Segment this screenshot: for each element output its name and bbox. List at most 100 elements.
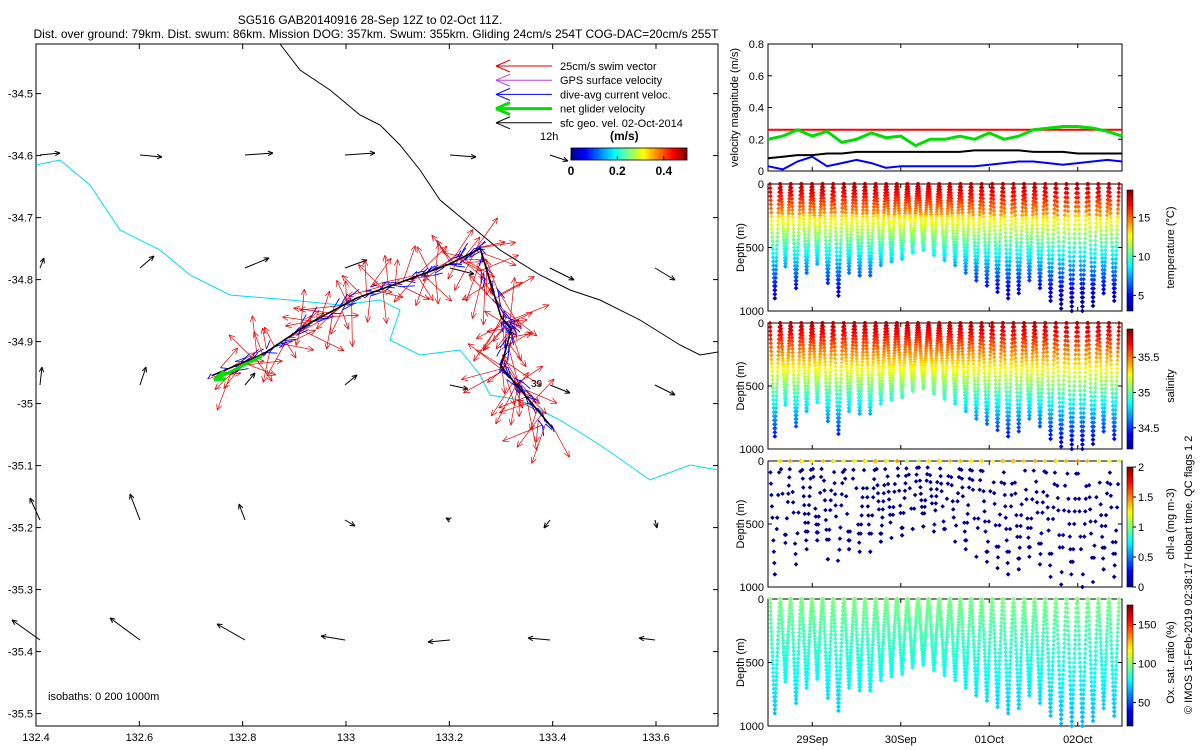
- swim-vector: [216, 373, 232, 411]
- swim-vector-head: [342, 280, 349, 287]
- dive-marker: [804, 264, 810, 269]
- map-xtick-label: 133.6: [642, 732, 670, 744]
- dive-marker: [857, 266, 863, 272]
- dive-avg-current-vector: [519, 379, 531, 390]
- swim-vector: [506, 304, 550, 323]
- geostrophic-arrow: [244, 372, 256, 386]
- dive-marker: [815, 256, 820, 261]
- swim-vector-head: [385, 257, 392, 265]
- dive-marker: [793, 285, 799, 291]
- legend-12h: 12h: [540, 131, 558, 143]
- swim-vector-head: [434, 297, 441, 305]
- panel-ylabel: Depth (m): [735, 223, 747, 272]
- swim-vector-head: [542, 304, 550, 310]
- panel-ytick-label: 0.6: [749, 71, 764, 83]
- dive-avg-current-vector: [402, 285, 415, 287]
- dive-marker: [868, 256, 874, 262]
- swim-vector: [502, 359, 542, 387]
- dive-marker: [878, 263, 884, 268]
- dive-avg-current-vector: [482, 277, 486, 289]
- swim-vector-head: [524, 332, 532, 339]
- dive-marker: [974, 264, 980, 269]
- swim-vector: [463, 371, 502, 394]
- geostrophic-arrow-head: [39, 257, 45, 264]
- swim-vector-head: [336, 279, 342, 287]
- geostrophic-arrow-head: [427, 638, 434, 645]
- geostrophic-arrow-head: [141, 366, 148, 373]
- dive-marker: [857, 263, 863, 268]
- swim-vector-head: [216, 403, 223, 411]
- geostrophic-arrow: [527, 637, 551, 641]
- swim-vector-head: [563, 450, 570, 458]
- swim-vector: [415, 270, 429, 306]
- dive-avg-current-vector: [237, 368, 249, 371]
- dive-marker: [773, 263, 779, 268]
- dive-marker: [772, 291, 778, 297]
- geostrophic-arrow: [39, 152, 61, 156]
- dive-marker: [834, 257, 840, 263]
- dive-avg-current-vector: [506, 379, 515, 386]
- dive-avg-current-vector: [541, 424, 545, 437]
- dive-avg-current-vector: [256, 348, 265, 354]
- dive-avg-current-vector: [498, 295, 502, 307]
- dive-marker: [857, 269, 863, 275]
- dive-marker: [878, 257, 884, 262]
- dive-marker: [774, 259, 779, 264]
- swim-vector-head: [527, 276, 535, 282]
- dive-marker: [972, 254, 978, 259]
- dive-number-label: 39: [531, 379, 543, 390]
- chart-subtitle: Dist. over ground: 79km. Dist. swum: 86k…: [33, 27, 719, 41]
- geostrophic-arrow-head: [562, 156, 569, 163]
- dive-marker: [847, 261, 852, 266]
- legend-swatch-head: [495, 116, 511, 130]
- dive-marker: [770, 255, 776, 260]
- geostrophic-arrow-head: [38, 366, 45, 373]
- map-ytick-label: -35.2: [8, 523, 33, 535]
- swim-vector: [326, 307, 335, 350]
- dive-marker: [836, 285, 842, 291]
- panel-colorbar-tick-label: 35: [1138, 388, 1150, 400]
- geostrophic-arrow-head: [564, 388, 571, 394]
- map-ytick-label: -35.4: [8, 647, 33, 659]
- swim-vector-head: [316, 322, 323, 330]
- dive-avg-current-vector: [388, 283, 403, 288]
- panel-colorbar: [1126, 189, 1134, 312]
- panel-ytick-label: 500: [746, 381, 764, 393]
- dive-marker: [837, 257, 843, 263]
- dive-marker: [771, 259, 776, 264]
- dive-marker: [846, 267, 852, 272]
- swim-vector: [434, 273, 439, 305]
- dive-avg-current-vector: [512, 381, 521, 394]
- geostrophic-arrow-head: [216, 623, 223, 629]
- panel-ytick-label: 1000: [740, 444, 764, 456]
- swim-vector-head: [530, 330, 538, 337]
- dive-marker: [963, 261, 969, 266]
- panel-colorbar-tick-label: 10: [1138, 251, 1150, 263]
- swim-vector-head: [486, 327, 494, 334]
- dive-avg-current-vector: [517, 383, 525, 393]
- panel-ytick-label: 500: [746, 243, 764, 255]
- swim-vector-head: [509, 240, 516, 247]
- geostrophic-arrow: [344, 152, 376, 156]
- legend-label: dive-avg current veloc.: [560, 89, 671, 101]
- colorbar-tick-label: 0.4: [655, 164, 672, 178]
- swim-vector-head: [522, 372, 529, 379]
- dive-marker: [878, 260, 884, 265]
- dive-avg-current-vector: [502, 310, 505, 324]
- panel-colorbar-label: chl-a (mg m-3): [1165, 488, 1177, 560]
- geostrophic-arrow: [549, 154, 569, 162]
- swim-vector-head: [394, 259, 401, 266]
- dive-marker: [836, 293, 841, 299]
- swim-vector: [372, 275, 412, 286]
- dive-marker: [975, 254, 980, 259]
- swim-vector-head: [516, 410, 523, 417]
- dive-marker: [793, 282, 799, 287]
- dive-avg-current-vector: [456, 250, 462, 259]
- geostrophic-arrow-head: [543, 522, 550, 529]
- swim-vector-head: [427, 294, 434, 302]
- dive-avg-current-vector: [252, 349, 260, 355]
- speed-colorbar: [570, 147, 688, 161]
